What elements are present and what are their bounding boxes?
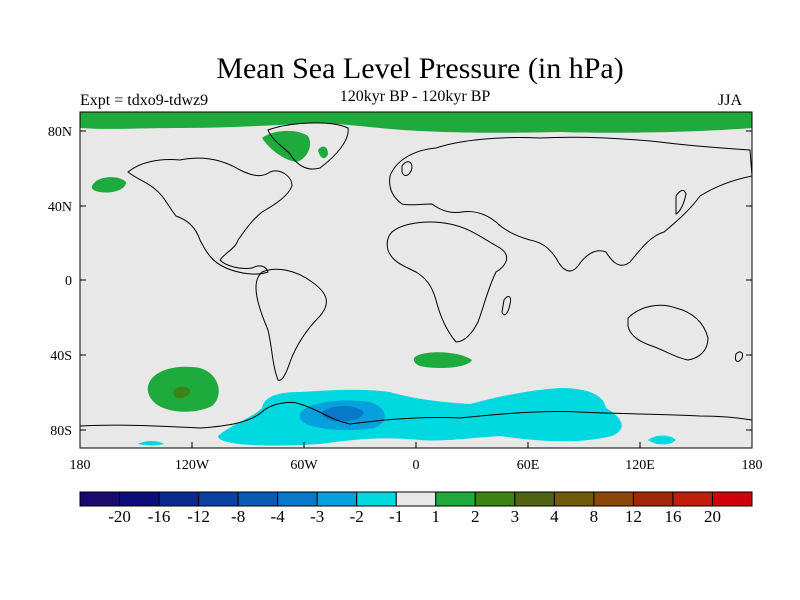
colorbar-label: -20 <box>108 507 131 526</box>
lon-label: 0 <box>413 458 420 473</box>
greenland-small-patch <box>318 146 328 159</box>
colorbar-label: 16 <box>664 507 681 526</box>
colorbar-swatch <box>672 491 713 507</box>
colorbar-swatch <box>79 491 121 507</box>
lon-label: 180 <box>742 458 763 473</box>
colorbar-swatch <box>119 491 160 507</box>
map-panel <box>80 112 752 448</box>
north-pacific-positive-patch <box>91 177 126 193</box>
lat-label: 0 <box>65 274 72 289</box>
colorbar-label: 3 <box>511 507 520 526</box>
lon-label: 60W <box>290 458 318 473</box>
colorbar-label: -2 <box>350 507 364 526</box>
colorbar-label: -16 <box>148 507 171 526</box>
colorbar-swatch <box>553 491 595 507</box>
lon-label: 180 <box>70 458 91 473</box>
colorbar-swatch <box>593 491 634 507</box>
coast-africa <box>386 221 508 343</box>
coastlines <box>80 122 752 429</box>
experiment-label: Expt = tdxo9-tdwz9 <box>80 92 209 109</box>
lat-ticks <box>80 130 752 431</box>
map-subtitle: 120kyr BP - 120kyr BP <box>339 88 491 105</box>
lat-label: 40S <box>50 349 72 364</box>
coast-eurasia <box>389 136 752 272</box>
arctic-positive-band <box>80 112 752 133</box>
lon-ticks <box>79 442 753 448</box>
colorbar-label: 1 <box>432 507 441 526</box>
colorbar-swatch <box>356 491 397 507</box>
lon-label: 120W <box>175 458 210 473</box>
colorbar-labels: -20 -16 -12 -8 -4 -3 -2 -1 1 2 3 4 8 12 16 20 <box>108 507 721 526</box>
coast-australia <box>627 304 709 361</box>
coast-greenland <box>267 122 349 170</box>
coast-new-zealand <box>735 351 743 362</box>
colorbar-label: -4 <box>271 507 286 526</box>
colorbar-label: -8 <box>231 507 245 526</box>
colorbar-swatch <box>435 491 476 507</box>
south-atlantic-positive-patch <box>413 352 472 368</box>
colorbar-swatch <box>316 491 358 507</box>
coast-antarctica <box>80 401 752 429</box>
coast-south-america <box>255 268 327 381</box>
lon-labels: 180 120W 60W 0 60E 120E 180 <box>70 458 763 473</box>
colorbar-label: -1 <box>389 507 403 526</box>
colorbar-swatch <box>632 491 674 507</box>
coast-uk <box>401 161 413 176</box>
south-pacific-positive-core <box>173 386 190 399</box>
lat-labels: 80N 40N 0 40S 80S <box>48 125 72 439</box>
colorbar-swatch <box>514 491 555 507</box>
southern-ocean-negative-band <box>218 388 622 446</box>
coast-north-america <box>127 157 293 275</box>
colorbar-swatch <box>277 491 318 507</box>
colorbar-label: 4 <box>550 507 559 526</box>
coast-madagascar <box>501 296 511 316</box>
colorbar-swatch <box>395 491 437 507</box>
colorbar-label: 20 <box>704 507 721 526</box>
colorbar-swatch <box>237 491 279 507</box>
colorbar-swatch <box>711 491 753 507</box>
lon-label: 120E <box>625 458 655 473</box>
coast-japan <box>675 189 687 215</box>
season-label: JJA <box>718 92 743 109</box>
colorbar-label: 2 <box>471 507 480 526</box>
colorbar-label: -12 <box>187 507 210 526</box>
southern-ocean-small-patch <box>138 441 164 446</box>
colorbar-label: 12 <box>625 507 642 526</box>
lat-label: 80N <box>48 125 72 140</box>
southern-ocean-east-patch <box>648 435 676 445</box>
map-title: Mean Sea Level Pressure (in hPa) <box>216 52 624 85</box>
colorbar-label: 8 <box>590 507 599 526</box>
lat-label: 80S <box>50 424 72 439</box>
colorbar-swatch <box>198 491 239 507</box>
lon-label: 60E <box>517 458 540 473</box>
colorbar-swatch <box>474 491 516 507</box>
lat-label: 40N <box>48 200 72 215</box>
colorbar-label: -3 <box>310 507 324 526</box>
colorbar-swatch <box>158 491 200 507</box>
colorbar <box>79 491 753 507</box>
